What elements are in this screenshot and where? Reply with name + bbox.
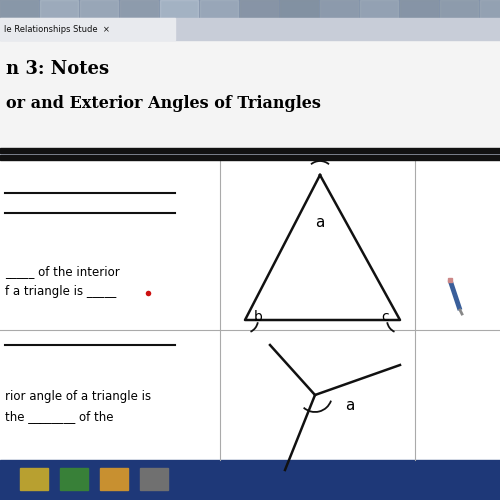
Text: a: a — [346, 398, 354, 412]
Bar — [0, 0, 38, 28]
Bar — [80, 0, 118, 28]
Text: b: b — [254, 310, 262, 324]
Text: a: a — [316, 215, 324, 230]
Bar — [0, 18, 500, 40]
Bar — [0, 18, 175, 40]
Bar — [60, 468, 88, 490]
Bar — [0, 155, 500, 160]
Text: rior angle of a triangle is: rior angle of a triangle is — [5, 390, 151, 403]
Text: or and Exterior Angles of Triangles: or and Exterior Angles of Triangles — [6, 95, 321, 112]
Bar — [100, 468, 128, 490]
Bar — [20, 468, 48, 490]
Text: c: c — [381, 310, 389, 324]
Bar — [400, 0, 438, 28]
Bar — [0, 40, 500, 148]
Text: the ________ of the: the ________ of the — [5, 410, 114, 423]
Text: _____ of the interior: _____ of the interior — [5, 265, 120, 278]
Bar — [320, 0, 358, 28]
Text: n 3: Notes: n 3: Notes — [6, 60, 109, 78]
Bar — [40, 0, 78, 28]
Bar — [360, 0, 398, 28]
Bar — [0, 160, 500, 460]
Bar — [120, 0, 158, 28]
Bar — [200, 0, 238, 28]
Bar — [0, 460, 500, 500]
Text: le Relationships Stude  ×: le Relationships Stude × — [4, 24, 110, 34]
Bar — [240, 0, 278, 28]
Text: f a triangle is _____: f a triangle is _____ — [5, 285, 116, 298]
Bar — [280, 0, 318, 28]
Bar — [0, 148, 500, 153]
Bar — [140, 468, 168, 490]
Bar — [440, 0, 478, 28]
Bar — [480, 0, 500, 28]
Bar — [160, 0, 198, 28]
Bar — [0, 0, 500, 28]
